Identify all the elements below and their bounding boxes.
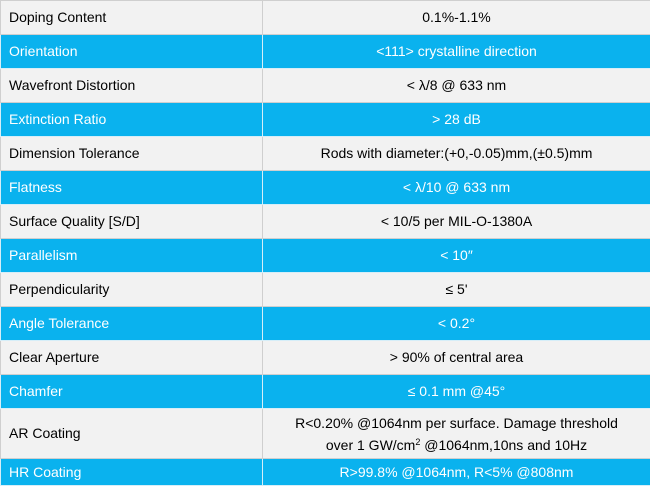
spec-row-perpendicularity: Perpendicularity ≤ 5' xyxy=(0,272,650,307)
spec-value: ≤ 0.1 mm @45° xyxy=(262,374,650,409)
spec-value: <111> crystalline direction xyxy=(262,34,650,69)
superscript-2: 2 xyxy=(415,436,421,447)
spec-value-text: @1064nm,10ns and 10Hz xyxy=(420,436,588,453)
spec-value-line-1: R<0.20% @1064nm per surface. Damage thre… xyxy=(295,414,618,431)
spec-value: R>99.8% @1064nm, R<5% @808nm xyxy=(262,458,650,486)
spec-value-text: over 1 GW/cm xyxy=(325,436,416,453)
spec-label: Extinction Ratio xyxy=(0,102,263,137)
spec-label: Doping Content xyxy=(0,0,263,35)
spec-label: Perpendicularity xyxy=(0,272,263,307)
spec-value: 0.1%-1.1% xyxy=(262,0,650,35)
spec-label: Chamfer xyxy=(0,374,263,409)
spec-row-clear-aperture: Clear Aperture > 90% of central area xyxy=(0,340,650,375)
spec-label: Orientation xyxy=(0,34,263,69)
spec-value: > 28 dB xyxy=(262,102,650,137)
spec-label: Surface Quality [S/D] xyxy=(0,204,263,239)
spec-label: Flatness xyxy=(0,170,263,205)
spec-label: Clear Aperture xyxy=(0,340,263,375)
spec-value: < 0.2° xyxy=(262,306,650,341)
spec-row-dimension-tolerance: Dimension Tolerance Rods with diameter:(… xyxy=(0,136,650,171)
spec-row-surface-quality: Surface Quality [S/D] < 10/5 per MIL-O-1… xyxy=(0,204,650,239)
spec-row-ar-coating: AR Coating R<0.20% @1064nm per surface. … xyxy=(0,408,650,459)
spec-value: Rods with diameter:(+0,-0.05)mm,(±0.5)mm xyxy=(262,136,650,171)
spec-value-line-2: over 1 GW/cm2 @1064nm,10ns and 10Hz xyxy=(271,434,642,456)
spec-row-doping-content: Doping Content 0.1%-1.1% xyxy=(0,0,650,35)
spec-row-flatness: Flatness < λ/10 @ 633 nm xyxy=(0,170,650,205)
spec-row-hr-coating: HR Coating R>99.8% @1064nm, R<5% @808nm xyxy=(0,458,650,486)
spec-row-wavefront-distortion: Wavefront Distortion < λ/8 @ 633 nm xyxy=(0,68,650,103)
spec-row-angle-tolerance: Angle Tolerance < 0.2° xyxy=(0,306,650,341)
spec-value: > 90% of central area xyxy=(262,340,650,375)
spec-row-extinction-ratio: Extinction Ratio > 28 dB xyxy=(0,102,650,137)
spec-label: Dimension Tolerance xyxy=(0,136,263,171)
spec-value: R<0.20% @1064nm per surface. Damage thre… xyxy=(262,408,650,459)
spec-label: HR Coating xyxy=(0,458,263,486)
spec-label: Wavefront Distortion xyxy=(0,68,263,103)
spec-value: < λ/10 @ 633 nm xyxy=(262,170,650,205)
spec-value: < 10″ xyxy=(262,238,650,273)
spec-row-parallelism: Parallelism < 10″ xyxy=(0,238,650,273)
spec-label: Parallelism xyxy=(0,238,263,273)
spec-row-chamfer: Chamfer ≤ 0.1 mm @45° xyxy=(0,374,650,409)
spec-row-orientation: Orientation <111> crystalline direction xyxy=(0,34,650,69)
spec-value: < λ/8 @ 633 nm xyxy=(262,68,650,103)
spec-value: ≤ 5' xyxy=(262,272,650,307)
spec-label: AR Coating xyxy=(0,408,263,459)
spec-value: < 10/5 per MIL-O-1380A xyxy=(262,204,650,239)
spec-label: Angle Tolerance xyxy=(0,306,263,341)
